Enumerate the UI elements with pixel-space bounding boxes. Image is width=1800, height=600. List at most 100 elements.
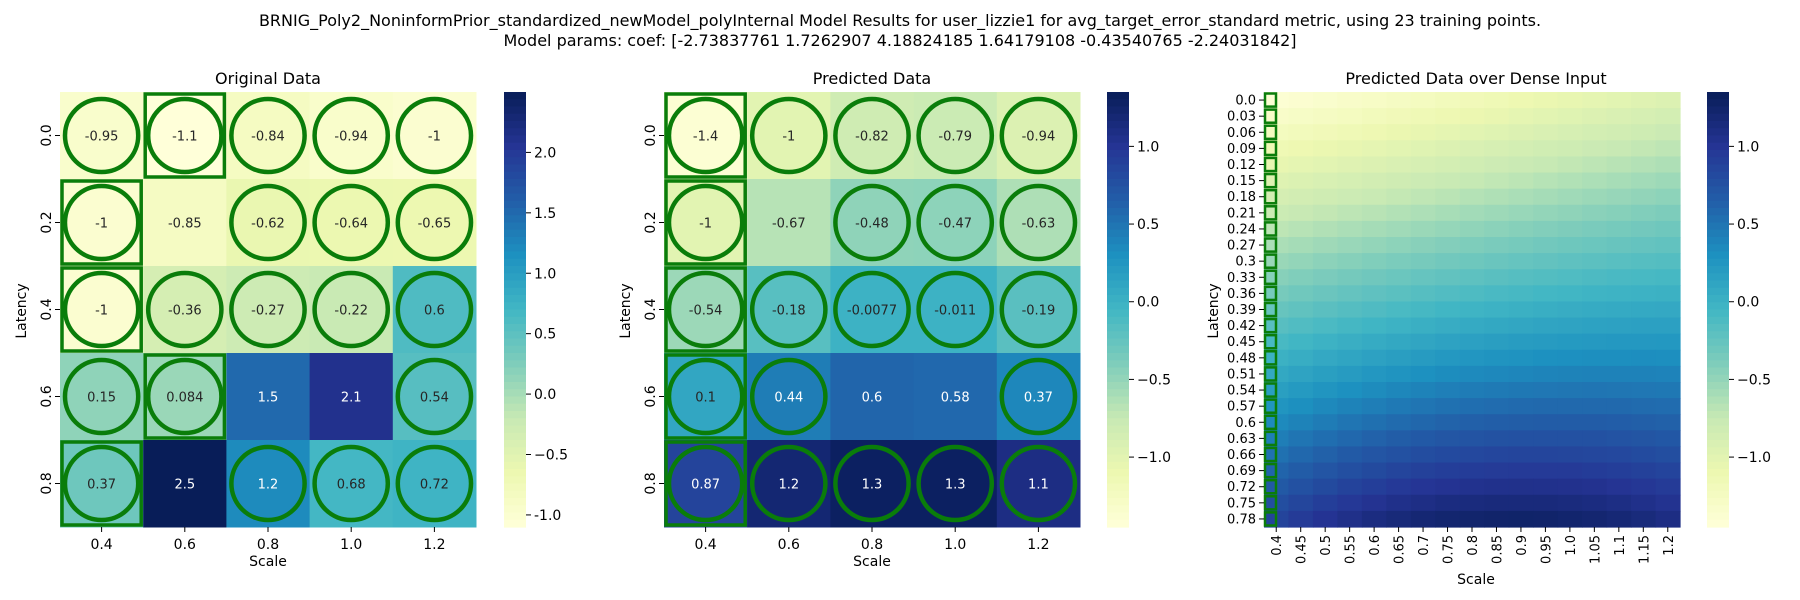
y-tick-label: 0.57 xyxy=(1227,400,1256,415)
axes-dense: 0.4 0.45 0.5 0.55 0.6 0.65 0.7 0.75 0.8 0.85 0.9 0.… xyxy=(1227,94,1677,564)
colorbar-segment xyxy=(504,476,526,485)
heatmap-cell xyxy=(747,353,831,441)
heatmap-cell xyxy=(1631,204,1657,222)
heatmap-cell xyxy=(1435,285,1461,303)
circle-marker xyxy=(916,444,995,523)
heatmap-cell xyxy=(1582,462,1608,480)
heatmap-cell xyxy=(1410,510,1436,528)
heatmap-cell xyxy=(1557,414,1583,431)
y-tick-label: 0.15 xyxy=(1227,174,1256,189)
heatmap-cell xyxy=(1410,398,1436,415)
heatmap-cell xyxy=(1435,478,1461,496)
colorbar-segment xyxy=(504,367,526,376)
heatmap-cell xyxy=(226,353,311,441)
colorbar-segment xyxy=(1707,367,1729,376)
cell-value-label: -1 xyxy=(95,217,108,232)
training-box-marker xyxy=(664,353,747,440)
colorbar-segment xyxy=(504,382,526,390)
x-tick-label: 0.9 xyxy=(1515,535,1530,556)
heatmap-cell xyxy=(1557,349,1583,367)
heatmap-cell xyxy=(392,353,477,441)
cell-value-label: 0.6 xyxy=(862,391,883,406)
heatmap-cell xyxy=(913,353,998,441)
colorbar-segment xyxy=(1107,367,1129,376)
heatmap-cell xyxy=(1606,188,1632,206)
heatmap-cell xyxy=(664,353,748,441)
heatmap-cell xyxy=(1582,317,1608,335)
colorbar-tick-label: 1.0 xyxy=(1737,139,1759,155)
colorbar-segment xyxy=(1107,142,1129,151)
y-tick-label: 0.48 xyxy=(1227,351,1256,366)
heatmap-cell xyxy=(1435,462,1461,480)
cell-value-label: 0.87 xyxy=(691,478,720,493)
panel-title: Predicted Data xyxy=(813,69,931,88)
colorbar-segment xyxy=(1707,425,1729,434)
heatmap-cell xyxy=(1337,140,1363,158)
colorbar-segment xyxy=(1707,324,1729,332)
heatmap-cell xyxy=(1361,446,1387,464)
colorbar-segment xyxy=(504,200,526,209)
cell-value-label: 1.2 xyxy=(258,478,279,493)
training-box-marker xyxy=(1263,156,1278,173)
heatmap-cell xyxy=(1386,478,1412,496)
heatmap-cell xyxy=(1435,156,1461,174)
circle-marker xyxy=(749,357,828,436)
heatmap-cell xyxy=(1361,398,1387,415)
heatmap-cell xyxy=(1582,269,1608,286)
training-box-marker xyxy=(1263,205,1278,221)
heatmap-cell xyxy=(1484,204,1510,222)
colorbar-segment xyxy=(1107,432,1129,441)
colorbar-tick-label: 0.5 xyxy=(1737,217,1759,233)
heatmap-cell xyxy=(1631,462,1657,480)
heatmap-cell xyxy=(1459,430,1485,448)
heatmap-cell xyxy=(1386,430,1412,448)
heatmap-cell xyxy=(1435,140,1461,158)
figure-title-line1: BRNIG_Poly2_NoninformPrior_standardized_… xyxy=(259,11,1541,31)
colorbar-segment xyxy=(1107,440,1129,448)
x-tick-label: 1.2 xyxy=(423,537,445,553)
heatmap-cell xyxy=(1655,382,1681,399)
heatmap-cell xyxy=(1655,478,1681,496)
colorbar-segment xyxy=(1707,186,1729,195)
heatmap-cell xyxy=(1582,92,1608,109)
heatmap-cell xyxy=(1582,237,1608,254)
heatmap-cell xyxy=(1361,253,1387,270)
colorbar-segment xyxy=(504,338,526,347)
y-tick-label: 0.6 xyxy=(39,385,55,407)
cell-value-label: -0.011 xyxy=(934,304,976,319)
heatmap-cell xyxy=(1484,140,1510,158)
heatmap-cell xyxy=(1288,108,1314,125)
circle-marker xyxy=(999,183,1078,262)
colorbar-segment xyxy=(504,237,526,245)
cell-value-label: -0.62 xyxy=(251,217,285,232)
heatmap-cell xyxy=(830,266,915,354)
heatmap-cell xyxy=(1386,124,1412,141)
heatmap-cell xyxy=(1631,430,1657,448)
heatmap-cell xyxy=(1655,301,1681,319)
colorbar-segment xyxy=(1107,113,1129,122)
circle-marker xyxy=(312,270,391,349)
circle-marker xyxy=(749,96,828,175)
colorbar-segment xyxy=(1107,150,1129,158)
heatmap-cell xyxy=(1337,108,1363,125)
x-tick-label: 0.7 xyxy=(1417,535,1432,556)
colorbar-segment xyxy=(504,135,526,144)
heatmap-cell xyxy=(1410,462,1436,480)
circle-marker xyxy=(145,96,224,175)
heatmap-cell xyxy=(1557,237,1583,254)
heatmap-cell xyxy=(1312,462,1339,480)
heatmap-cell xyxy=(1459,301,1485,319)
heatmap-cell xyxy=(1288,510,1314,528)
heatmap-cell xyxy=(1484,446,1510,464)
heatmap-cell xyxy=(1288,317,1314,335)
heatmap-cell xyxy=(1337,204,1363,222)
heatmap-cell xyxy=(1435,220,1461,238)
heatmap-cell xyxy=(1582,494,1608,512)
heatmap-cell xyxy=(1337,172,1363,190)
cell-value-label: -0.94 xyxy=(334,130,368,145)
colorbar-segment xyxy=(1107,251,1129,260)
heatmap-cell xyxy=(1410,188,1436,206)
heatmap-cell xyxy=(1508,156,1534,174)
heatmap-cell xyxy=(1508,349,1534,367)
